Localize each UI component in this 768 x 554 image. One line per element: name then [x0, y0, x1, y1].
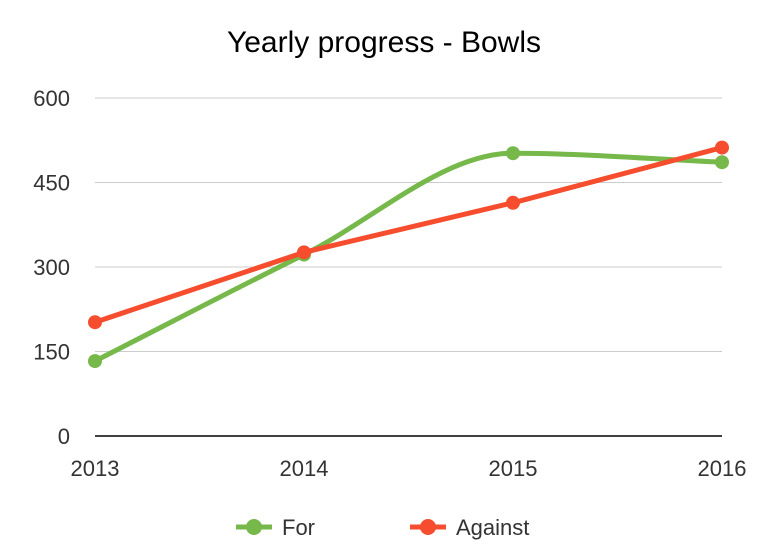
series-for [88, 146, 729, 369]
x-axis-tick-labels: 2013 2014 2015 2016 [71, 456, 747, 481]
y-tick-label: 0 [58, 424, 70, 449]
data-point [297, 245, 311, 260]
data-point [88, 315, 102, 330]
legend-swatch-marker [420, 519, 436, 535]
legend: For Against [236, 515, 529, 540]
legend-item: For [236, 515, 315, 540]
data-point [506, 146, 520, 161]
y-tick-label: 300 [33, 255, 70, 280]
gridlines [95, 97, 722, 437]
legend-item: Against [410, 515, 529, 540]
x-tick-label: 2016 [698, 456, 747, 481]
legend-label: For [282, 515, 315, 540]
data-point [715, 140, 729, 155]
series-lines [88, 140, 729, 369]
x-tick-label: 2015 [489, 456, 538, 481]
legend-label: Against [456, 515, 529, 540]
y-tick-label: 150 [33, 340, 70, 365]
y-tick-label: 450 [33, 171, 70, 196]
y-tick-label: 600 [33, 86, 70, 111]
y-axis-tick-labels: 0 150 300 450 600 [33, 86, 70, 449]
series-line [92, 150, 725, 364]
series-against [88, 140, 729, 330]
series-line [92, 145, 725, 325]
legend-swatch-marker [246, 519, 262, 535]
chart-title: Yearly progress - Bowls [227, 26, 541, 59]
data-point [715, 155, 729, 170]
x-tick-label: 2013 [71, 456, 120, 481]
x-tick-label: 2014 [280, 456, 329, 481]
data-point [88, 354, 102, 369]
data-point [506, 195, 520, 210]
